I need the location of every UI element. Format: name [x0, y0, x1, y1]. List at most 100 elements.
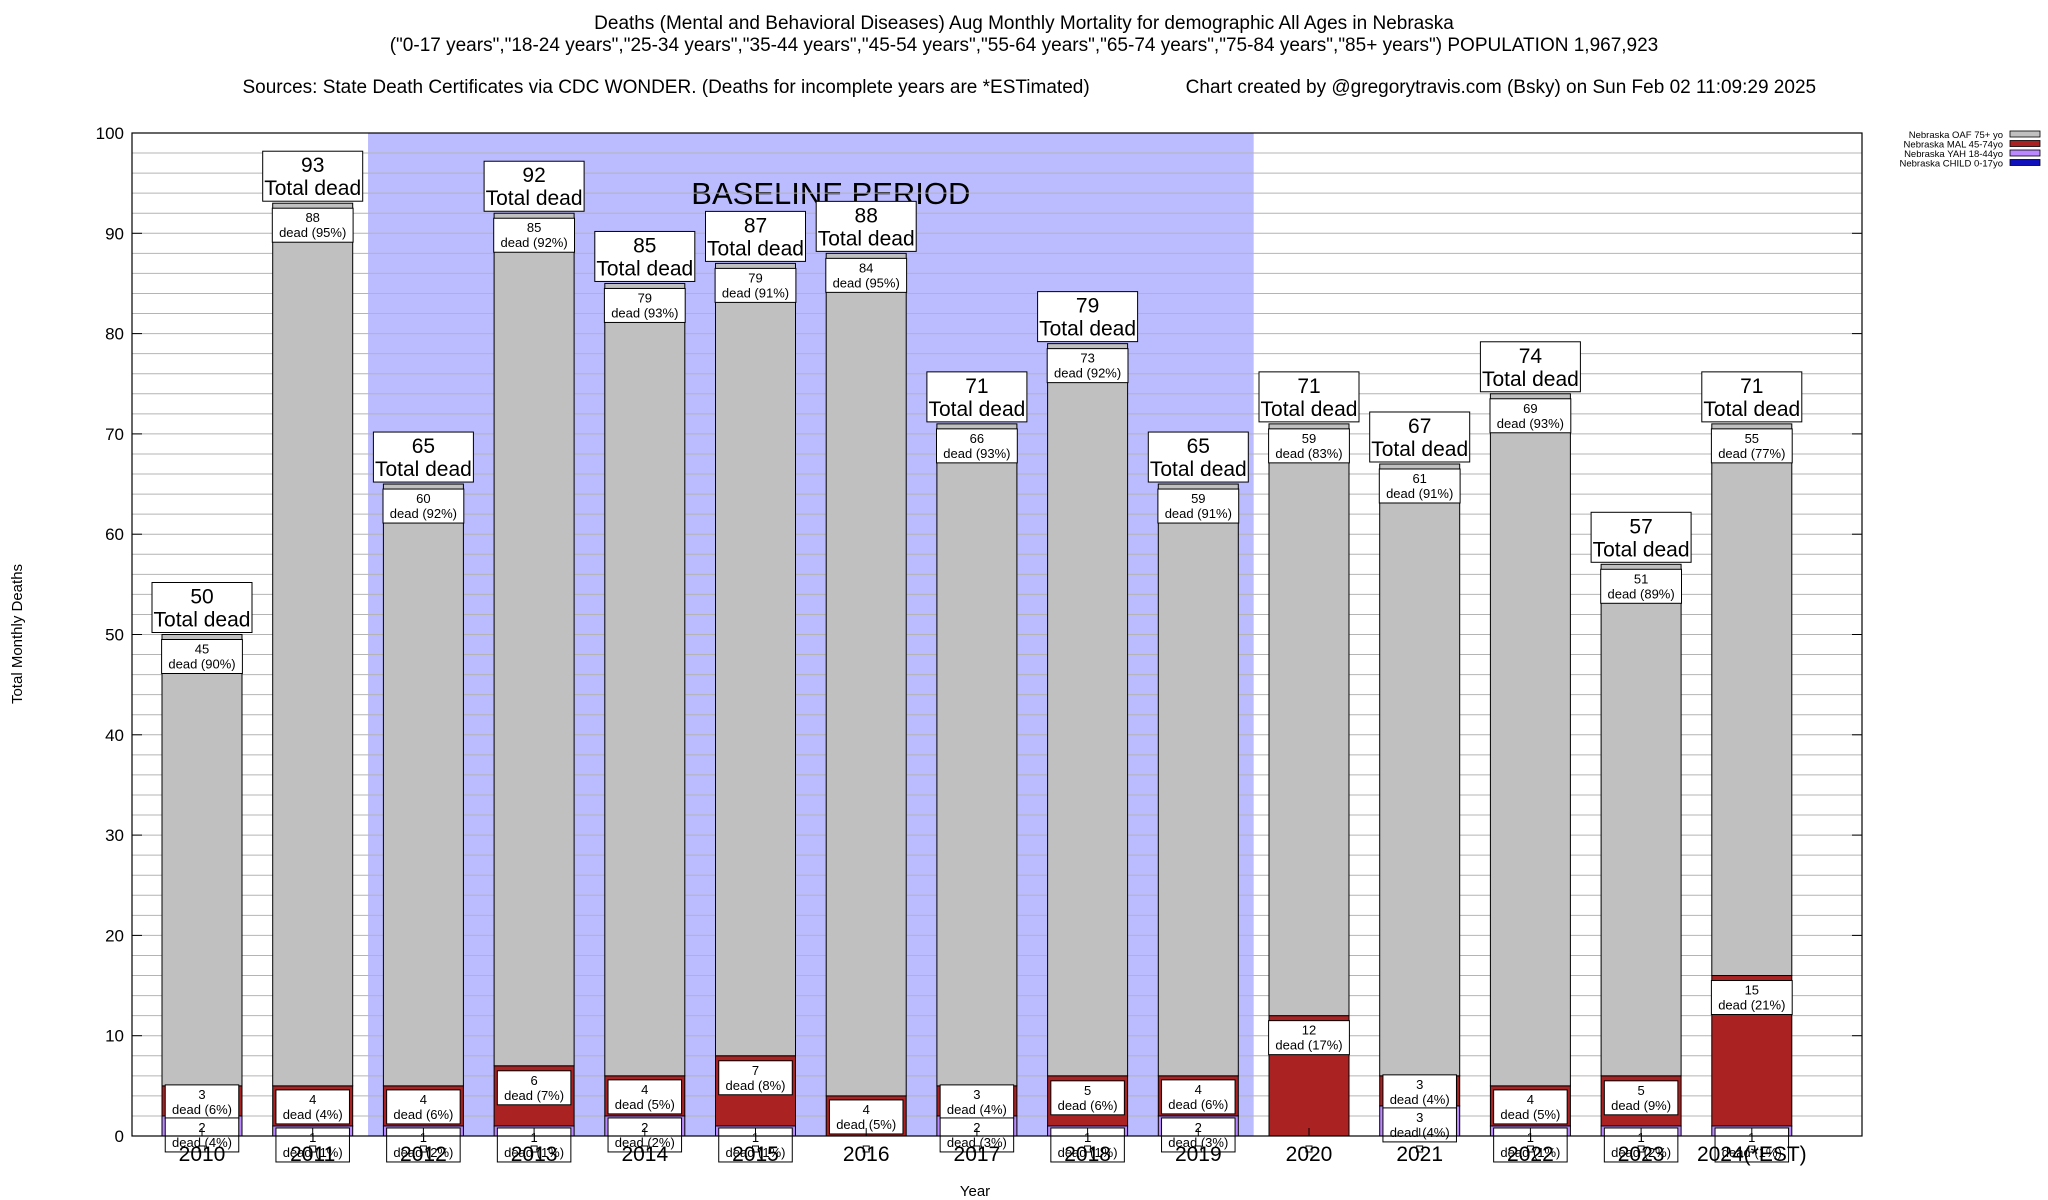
- segment-label-yah: 2: [641, 1120, 648, 1135]
- child-zero-marker: [862, 1145, 870, 1153]
- x-tick-label: 2010: [179, 1143, 226, 1166]
- segment-label-yah: 1: [1637, 1130, 1644, 1145]
- segment-label-mal-box: [1050, 1080, 1125, 1116]
- segment-label-oaf: 59: [1191, 491, 1205, 506]
- segment-label-oaf: 51: [1634, 571, 1648, 586]
- segment-label-oaf: dead (90%): [168, 657, 235, 672]
- y-tick-label: 90: [105, 224, 124, 243]
- segment-label-oaf: 69: [1523, 401, 1537, 416]
- bar-segment: [493, 212, 575, 1067]
- segment-label-yah-box: [496, 1127, 572, 1163]
- segment-label-oaf: 55: [1745, 431, 1759, 446]
- segment-label-yah: 3: [1416, 1110, 1423, 1125]
- bar-segment: [604, 282, 686, 1077]
- total-label-suffix: Total dead: [1482, 368, 1579, 391]
- total-label-suffix: Total dead: [707, 237, 804, 260]
- total-label-value: 67: [1408, 415, 1431, 438]
- segment-label-oaf-box: [271, 207, 354, 243]
- total-label-suffix: Total dead: [1703, 398, 1800, 421]
- segment-label-mal: 4: [420, 1092, 427, 1107]
- y-tick-label: 20: [105, 926, 124, 945]
- legend-label: Nebraska OAF 75+ yo: [1909, 130, 2003, 141]
- total-label-box: [151, 582, 253, 633]
- total-label-suffix: Total dead: [928, 398, 1025, 421]
- segment-label-oaf: 60: [416, 491, 430, 506]
- segment-label-oaf: 88: [305, 210, 319, 225]
- total-label-box: [1147, 431, 1249, 483]
- segment-label-mal: dead (4%): [947, 1102, 1007, 1117]
- segment-label-oaf: dead (92%): [390, 506, 457, 521]
- segment-label-mal-box: [1603, 1080, 1679, 1116]
- x-tick-label: 2016: [843, 1143, 890, 1166]
- y-tick-label: 10: [105, 1027, 124, 1046]
- total-label-box: [1701, 371, 1803, 423]
- total-label-value: 57: [1629, 515, 1652, 538]
- total-label-suffix: Total dead: [375, 458, 472, 481]
- segment-label-mal: dead (4%): [283, 1107, 343, 1122]
- total-label-box: [1258, 371, 1360, 423]
- segment-label-mal-box: [718, 1060, 793, 1096]
- x-tick-label: 2013: [511, 1143, 558, 1166]
- segment-label-mal: 15: [1745, 983, 1759, 998]
- total-label-suffix: Total dead: [1150, 458, 1247, 481]
- segment-label-oaf: 45: [195, 642, 209, 657]
- segment-label-yah: 1: [752, 1130, 759, 1145]
- total-label-box: [815, 200, 917, 252]
- segment-label-mal-box: [1493, 1089, 1568, 1125]
- chart-credit: Chart created by @gregorytravis.com (Bsk…: [1185, 77, 1817, 98]
- segment-label-oaf-box: [1600, 568, 1682, 604]
- segment-label-mal-box: [1161, 1079, 1236, 1115]
- segment-label-oaf: dead (95%): [833, 275, 900, 290]
- total-label-value: 65: [1187, 435, 1210, 458]
- total-label-value: 71: [1297, 375, 1320, 398]
- segment-label-mal: 5: [1637, 1083, 1644, 1098]
- total-label-value: 93: [301, 154, 324, 177]
- segment-label-oaf: dead (93%): [611, 305, 678, 320]
- segment-label-oaf: 79: [638, 290, 652, 305]
- bar-segment: [1268, 423, 1350, 1017]
- y-tick-label: 60: [105, 525, 124, 544]
- segment-label-mal: 4: [1195, 1082, 1202, 1097]
- child-zero-marker: [419, 1145, 427, 1153]
- segment-label-mal: 4: [309, 1092, 316, 1107]
- segment-label-yah: 2: [1195, 1120, 1202, 1135]
- segment-label-oaf-box: [1710, 428, 1793, 464]
- segment-label-mal: dead (5%): [1500, 1107, 1560, 1122]
- segment-label-mal: dead (8%): [726, 1078, 786, 1093]
- segment-label-mal-box: [496, 1070, 572, 1106]
- chart-source-line: Sources: State Death Certificates via CD…: [0, 55, 2048, 99]
- total-label-value: 71: [965, 375, 988, 398]
- total-label-value: 65: [412, 435, 435, 458]
- total-label-suffix: Total dead: [1371, 438, 1468, 461]
- segment-label-oaf-box: [1378, 468, 1461, 504]
- x-tick-label: 2018: [1064, 1143, 1111, 1166]
- segment-label-mal: dead (7%): [504, 1088, 564, 1103]
- y-tick-label: 40: [105, 726, 124, 745]
- bar-segment: [382, 483, 464, 1087]
- segment-label-mal: dead (4%): [1390, 1092, 1450, 1107]
- bar-segment: [1157, 483, 1239, 1077]
- bar-segment: [1489, 393, 1571, 1087]
- total-label-value: 50: [190, 586, 213, 609]
- segment-label-mal-box: [1710, 980, 1793, 1016]
- total-label-suffix: Total dead: [1261, 398, 1358, 421]
- segment-label-oaf: dead (77%): [1718, 446, 1785, 461]
- child-zero-marker: [1526, 1145, 1534, 1153]
- total-label-value: 85: [633, 234, 656, 257]
- segment-label-mal: dead (5%): [836, 1117, 896, 1132]
- x-tick-label: 2022: [1507, 1143, 1554, 1166]
- segment-label-oaf: dead (93%): [1497, 416, 1564, 431]
- total-label-value: 88: [855, 204, 878, 227]
- legend-swatch: [2009, 149, 2041, 157]
- segment-label-mal: 3: [198, 1087, 205, 1102]
- segment-label-yah: dead (4%): [172, 1135, 232, 1150]
- segment-label-mal: dead (6%): [393, 1107, 453, 1122]
- total-label-box: [926, 371, 1028, 423]
- total-label-box: [1369, 411, 1471, 463]
- x-tick-label: 2015: [732, 1143, 779, 1166]
- total-label-suffix: Total dead: [596, 257, 693, 280]
- segment-label-oaf-box: [1046, 348, 1129, 384]
- x-tick-label: 2023: [1618, 1143, 1665, 1166]
- segment-label-mal: 3: [973, 1087, 980, 1102]
- segment-label-oaf: dead (93%): [943, 446, 1010, 461]
